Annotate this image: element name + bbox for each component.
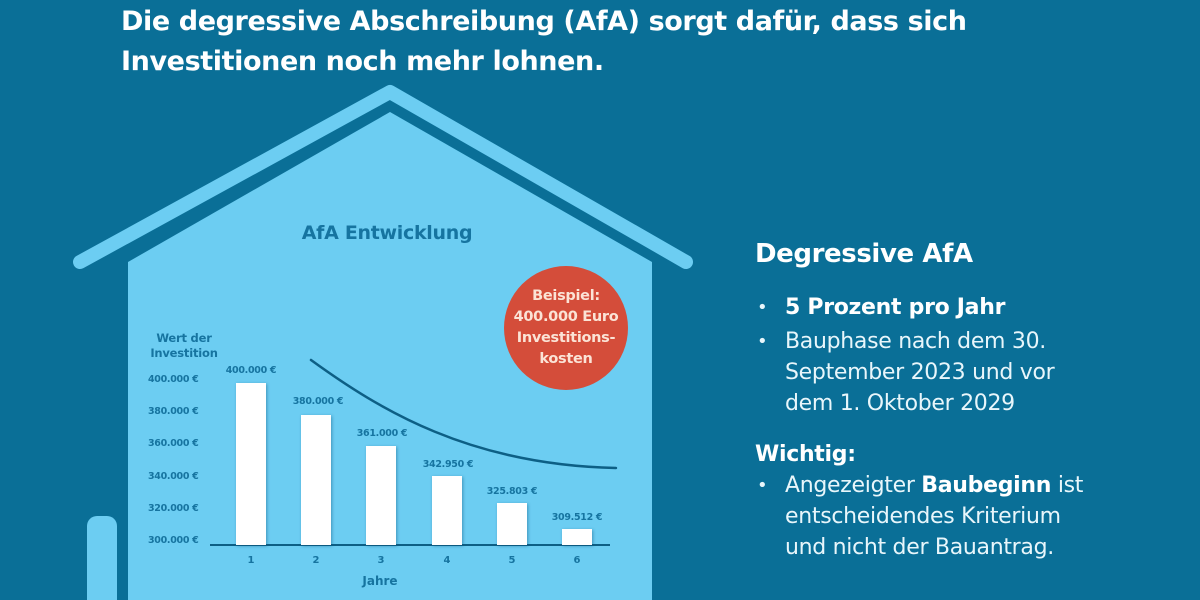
bullet-icon: • xyxy=(757,331,768,352)
headline-line-2: Investitionen noch mehr lohnen. xyxy=(121,46,604,77)
important-line-1: Angezeigter Baubeginn ist xyxy=(785,470,1175,501)
trend-curve xyxy=(309,358,618,470)
y-axis-label: Wert der Investition xyxy=(150,331,218,360)
y-tick: 400.000 € xyxy=(148,374,199,385)
x-tick: 6 xyxy=(573,555,581,566)
bar-value-label: 361.000 € xyxy=(356,428,408,439)
house-roof xyxy=(73,85,693,269)
y-tick: 380.000 € xyxy=(148,406,199,417)
bar-value-label: 380.000 € xyxy=(292,396,344,407)
bar-value-label: 400.000 € xyxy=(225,365,277,376)
info-bullet: • 5 Prozent pro Jahr xyxy=(755,292,1175,323)
x-tick: 4 xyxy=(443,555,451,566)
bar-year-5 xyxy=(497,503,527,545)
y-tick: 360.000 € xyxy=(148,438,199,449)
badge-line: Investitions- xyxy=(516,330,616,346)
headline: Die degressive Abschreibung (AfA) sorgt … xyxy=(121,2,1021,82)
bullet-text-line: September 2023 und vor xyxy=(785,360,1055,385)
y-tick: 340.000 € xyxy=(148,471,199,482)
important-text: Angezeigter xyxy=(785,473,922,498)
important-line-2: entscheidendes Kriterium xyxy=(785,504,1061,529)
x-axis-label: Jahre xyxy=(362,574,398,588)
bullet-text-line: Bauphase nach dem 30. xyxy=(785,329,1046,354)
bar-year-6 xyxy=(562,529,592,545)
x-tick: 1 xyxy=(247,555,255,566)
bullet-icon: • xyxy=(757,475,768,496)
bar-year-1 xyxy=(236,383,266,545)
headline-line-1: Die degressive Abschreibung (AfA) sorgt … xyxy=(121,6,967,37)
bar-value-label: 309.512 € xyxy=(551,512,603,523)
important-bold-text: Baubeginn xyxy=(921,473,1052,498)
important-heading: Wichtig: xyxy=(755,442,856,467)
important-bullet: • Angezeigter Baubeginn ist entscheidend… xyxy=(755,470,1175,563)
chart-title: AfA Entwicklung xyxy=(301,222,473,244)
badge-line: 400.000 Euro xyxy=(513,309,619,325)
important-list: • Angezeigter Baubeginn ist entscheidend… xyxy=(755,470,1175,563)
bar-year-4 xyxy=(432,476,462,545)
bullet-text: 5 Prozent pro Jahr xyxy=(785,295,1006,320)
bar-value-label: 342.950 € xyxy=(422,459,474,470)
important-line-3: und nicht der Bauantrag. xyxy=(785,535,1054,560)
important-text: ist xyxy=(1051,473,1084,498)
y-tick: 300.000 € xyxy=(148,535,199,546)
bar-year-2 xyxy=(301,415,331,545)
x-tick: 3 xyxy=(377,555,385,566)
bullet-icon: • xyxy=(757,297,768,318)
example-badge: Beispiel: 400.000 Euro Investitions- kos… xyxy=(504,266,628,390)
bar-year-3 xyxy=(366,446,396,545)
bar-value-label: 325.803 € xyxy=(486,486,538,497)
bullet-text-line: dem 1. Oktober 2029 xyxy=(785,391,1015,416)
x-tick: 2 xyxy=(312,555,320,566)
x-tick: 5 xyxy=(508,555,516,566)
info-bullet: • Bauphase nach dem 30. September 2023 u… xyxy=(755,326,1175,419)
y-tick: 320.000 € xyxy=(148,503,199,514)
info-title: Degressive AfA xyxy=(755,239,973,269)
info-panel: Degressive AfA • 5 Prozent pro Jahr • Ba… xyxy=(755,236,1175,563)
info-bullet-list: • 5 Prozent pro Jahr • Bauphase nach dem… xyxy=(755,292,1175,419)
badge-line: Beispiel: xyxy=(532,288,600,304)
badge-line: kosten xyxy=(539,351,593,367)
house-side-element xyxy=(87,516,117,600)
